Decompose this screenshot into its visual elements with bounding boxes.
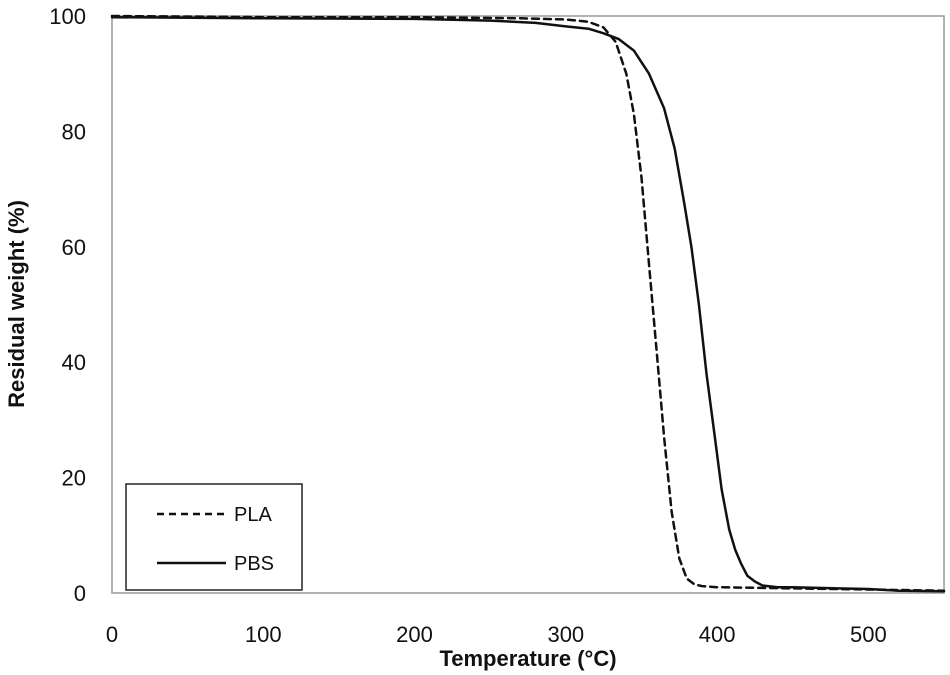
legend-box (125, 483, 303, 591)
x-tick-label: 400 (699, 622, 736, 647)
x-tick-label: 100 (245, 622, 282, 647)
series-line-pbs (110, 15, 946, 593)
x-tick-label: 500 (850, 622, 887, 647)
legend-label-pbs: PBS (234, 553, 274, 575)
y-tick-label: 60 (62, 235, 86, 260)
y-axis-ticks: 0 20 40 60 80 100 (49, 4, 86, 606)
y-tick-label: 80 (62, 119, 86, 144)
y-tick-label: 40 (62, 350, 86, 375)
series-line-pla (110, 14, 946, 592)
x-axis-title: Temperature (°C) (439, 646, 616, 671)
series-layer (110, 14, 946, 593)
x-tick-label: 200 (396, 622, 433, 647)
legend-label-pla: PLA (234, 504, 272, 526)
y-axis-title: Residual weight (%) (4, 200, 29, 408)
y-tick-label: 0 (74, 581, 86, 606)
x-axis-ticks: 0 100 200 300 400 500 (106, 622, 887, 647)
y-tick-label: 20 (62, 466, 86, 491)
y-tick-label: 100 (49, 4, 86, 29)
x-tick-label: 0 (106, 622, 118, 647)
legend: PLA PBS (125, 483, 303, 591)
x-tick-label: 300 (547, 622, 584, 647)
